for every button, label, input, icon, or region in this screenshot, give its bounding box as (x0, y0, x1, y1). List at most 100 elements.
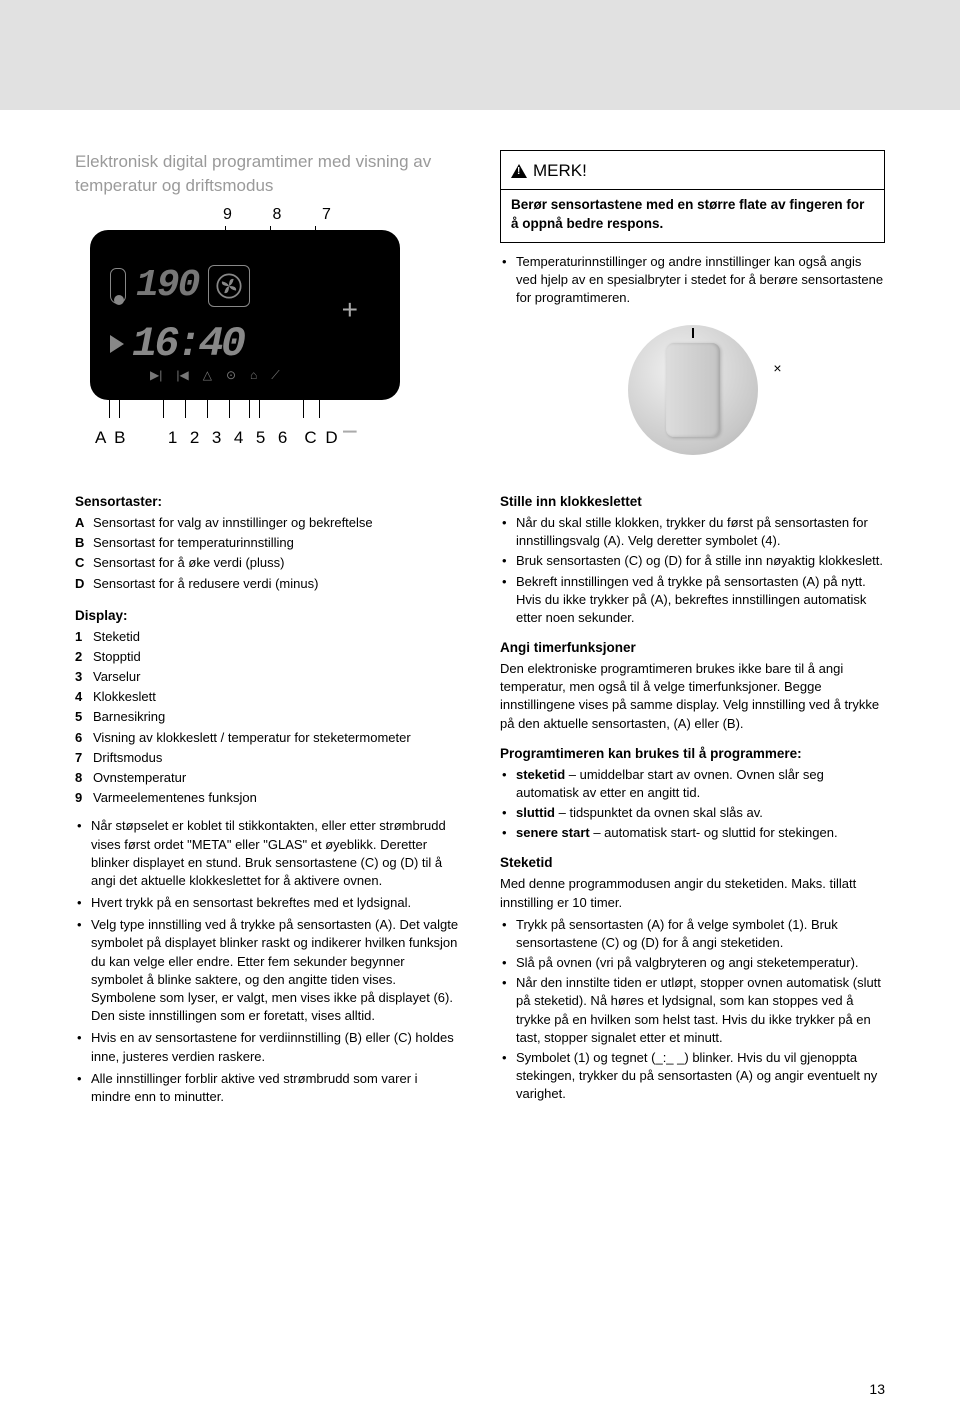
bold-term: senere start (516, 825, 590, 840)
steketid-intro: Med denne programmodusen angir du steket… (500, 875, 885, 911)
bullet-item: Symbolet (1) og tegnet (_:_ _) blinker. … (500, 1049, 885, 1104)
callout-cd: C D (304, 428, 339, 447)
def-key: C (75, 554, 93, 572)
def-row: DSensortast for å redusere verdi (minus) (75, 575, 460, 593)
def-key: D (75, 575, 93, 593)
sensor-heading: Sensortaster: (75, 493, 460, 512)
bold-term: steketid (516, 767, 565, 782)
def-val: Klokkeslett (93, 688, 460, 706)
def-key: 7 (75, 749, 93, 767)
dial-outer (628, 325, 758, 455)
def-key: 5 (75, 708, 93, 726)
def-val: Visning av klokkeslett / temperatur for … (93, 729, 460, 747)
fan-icon (208, 265, 250, 307)
notice-body: Berør sensortastene med en større flate … (511, 196, 874, 234)
temp-readout: 190 (136, 267, 198, 305)
def-val: Barnesikring (93, 708, 460, 726)
symbol-icon: ▶| (150, 367, 162, 384)
clock-heading: Stille inn klokkeslettet (500, 493, 885, 512)
bullet-item: Alle innstillinger forblir aktive ved st… (75, 1070, 460, 1106)
control-panel-figure: 190 + 16:40 − ▶| |◀ △ ⊙ ⌂ ⟋ (75, 230, 415, 420)
def-row: 7Driftsmodus (75, 749, 460, 767)
def-row: ASensortast for valg av innstillinger og… (75, 514, 460, 532)
symbol-row: ▶| |◀ △ ⊙ ⌂ ⟋ (150, 367, 280, 384)
def-val: Sensortast for å øke verdi (pluss) (93, 554, 460, 572)
bullet-item: Velg type innstilling ved å trykke på se… (75, 916, 460, 1025)
def-row: 4Klokkeslett (75, 688, 460, 706)
top-right-column: MERK! Berør sensortastene med en større … (500, 150, 885, 455)
minus-icon: − (342, 412, 358, 451)
def-key: 8 (75, 769, 93, 787)
page-number: 13 (869, 1380, 885, 1400)
def-val: Ovnstemperatur (93, 769, 460, 787)
def-row: BSensortast for temperaturinnstilling (75, 534, 460, 552)
callouts-top: 9 8 7 (75, 204, 460, 226)
bullet-item: Temperaturinnstillinger og andre innstil… (500, 253, 885, 308)
timer-heading: Angi timerfunksjoner (500, 639, 885, 658)
symbol-icon: △ (203, 367, 212, 384)
panel-display: 190 + 16:40 − ▶| |◀ △ ⊙ ⌂ ⟋ (90, 230, 400, 400)
bullet-item: Bruk sensortasten (C) og (D) for å still… (500, 552, 885, 570)
thermometer-icon (110, 268, 126, 304)
warning-icon (511, 164, 527, 178)
notice-label: MERK! (533, 159, 587, 183)
def-val: Stopptid (93, 648, 460, 666)
bold-term: sluttid (516, 805, 555, 820)
callout-7: 7 (304, 204, 349, 226)
def-val: Varselur (93, 668, 460, 686)
callout-3: 3 (206, 426, 228, 450)
callout-ab: A B (95, 428, 127, 447)
def-row: 6Visning av klokkeslett / temperatur for… (75, 729, 460, 747)
callout-8: 8 (254, 204, 299, 226)
bullet-item: Når du skal stille klokken, trykker du f… (500, 514, 885, 550)
dial-x-mark: × (773, 359, 781, 379)
callout-1: 1 (162, 426, 184, 450)
play-icon (110, 335, 124, 353)
display-heading: Display: (75, 607, 460, 626)
def-row: CSensortast for å øke verdi (pluss) (75, 554, 460, 572)
def-key: 1 (75, 628, 93, 646)
def-val: Sensortast for å redusere verdi (minus) (93, 575, 460, 593)
left-bullets: Når støpselet er koblet til stikkontakte… (75, 817, 460, 1106)
bullet-item: Når støpselet er koblet til stikkontakte… (75, 817, 460, 890)
callouts-bottom: A B 123456 C D (75, 426, 460, 450)
bullet-item: Når den innstilte tiden er utløpt, stopp… (500, 974, 885, 1047)
def-row: 9Varmeelementenes funksjon (75, 789, 460, 807)
steketid-heading: Steketid (500, 854, 885, 873)
bullet-item: sluttid – tidspunktet da ovnen skal slås… (500, 804, 885, 822)
lower-left-column: Sensortaster: ASensortast for valg av in… (75, 485, 460, 1116)
symbol-icon: ⊙ (226, 367, 236, 384)
callout-5: 5 (250, 426, 272, 450)
def-row: 8Ovnstemperatur (75, 769, 460, 787)
notice-box: MERK! Berør sensortastene med en større … (500, 150, 885, 243)
def-row: 2Stopptid (75, 648, 460, 666)
def-key: 6 (75, 729, 93, 747)
callout-9: 9 (205, 204, 250, 226)
clock-bullets: Når du skal stille klokken, trykker du f… (500, 514, 885, 627)
program-heading: Programtimeren kan brukes til å programm… (500, 745, 885, 764)
bullet-item: steketid – umiddelbar start av ovnen. Ov… (500, 766, 885, 802)
bullet-item: Bekreft innstillingen ved å trykke på se… (500, 573, 885, 628)
time-readout: 16:40 (132, 323, 243, 365)
sensor-list: ASensortast for valg av innstillinger og… (75, 514, 460, 593)
callout-2: 2 (184, 426, 206, 450)
bullet-item: Hvert trykk på en sensortast bekreftes m… (75, 894, 460, 912)
steketid-bullets: Trykk på sensortasten (A) for å velge sy… (500, 916, 885, 1104)
symbol-icon: ⌂ (250, 367, 257, 384)
def-val: Sensortast for valg av innstillinger og … (93, 514, 460, 532)
bullet-item: Hvis en av sensortastene for verdiinnsti… (75, 1029, 460, 1065)
def-row: 3Varselur (75, 668, 460, 686)
def-key: A (75, 514, 93, 532)
def-val: Driftsmodus (93, 749, 460, 767)
def-key: 2 (75, 648, 93, 666)
bullet-item: Trykk på sensortasten (A) for å velge sy… (500, 916, 885, 952)
dial-knob (666, 343, 720, 437)
def-key: 4 (75, 688, 93, 706)
def-key: 3 (75, 668, 93, 686)
def-row: 5Barnesikring (75, 708, 460, 726)
def-row: 1Steketid (75, 628, 460, 646)
top-left-column: Elektronisk digital programtimer med vis… (75, 150, 460, 455)
bullet-item: Slå på ovnen (vri på valgbryteren og ang… (500, 954, 885, 972)
def-val: Steketid (93, 628, 460, 646)
symbol-icon: ⟋ (271, 367, 279, 384)
